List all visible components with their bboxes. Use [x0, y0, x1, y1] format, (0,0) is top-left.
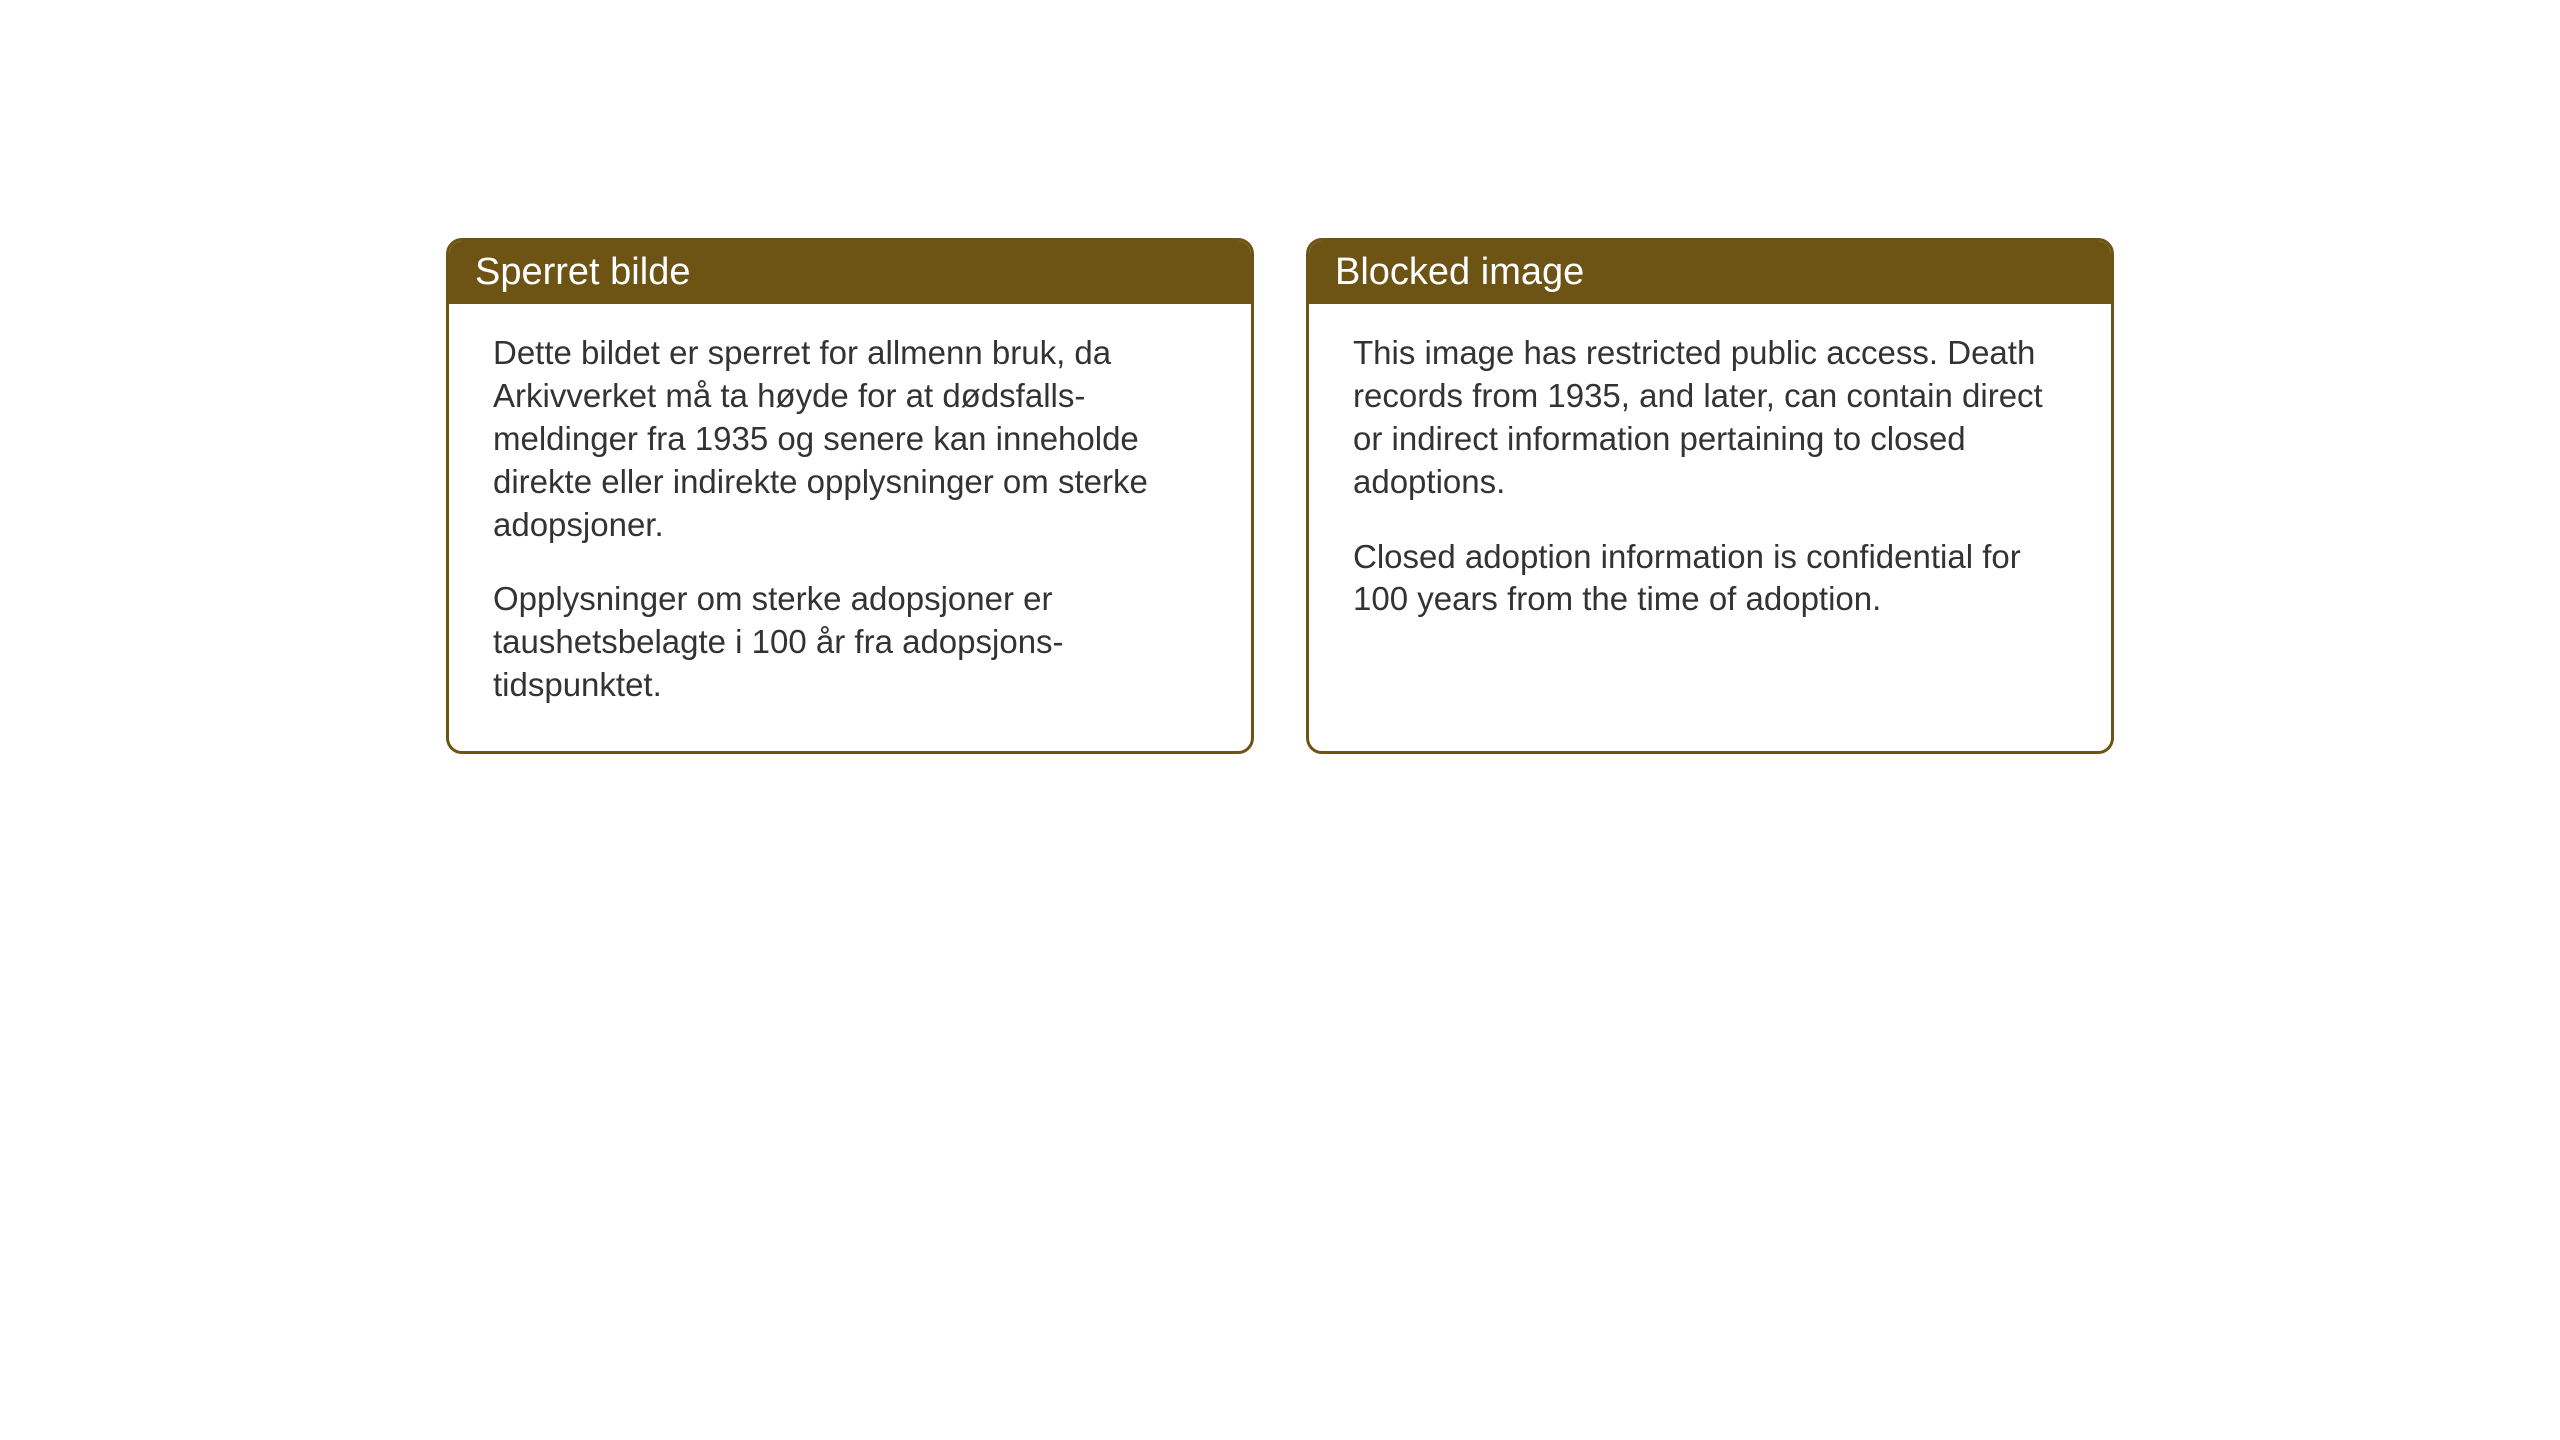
notice-box-english: Blocked image This image has restricted …: [1306, 238, 2114, 754]
notice-header-english: Blocked image: [1309, 241, 2111, 304]
notice-container: Sperret bilde Dette bildet er sperret fo…: [446, 238, 2114, 754]
notice-paragraph: Dette bildet er sperret for allmenn bruk…: [493, 332, 1207, 546]
notice-body-norwegian: Dette bildet er sperret for allmenn bruk…: [449, 304, 1251, 751]
notice-box-norwegian: Sperret bilde Dette bildet er sperret fo…: [446, 238, 1254, 754]
notice-body-english: This image has restricted public access.…: [1309, 304, 2111, 665]
notice-paragraph: This image has restricted public access.…: [1353, 332, 2067, 504]
notice-header-norwegian: Sperret bilde: [449, 241, 1251, 304]
notice-paragraph: Closed adoption information is confident…: [1353, 536, 2067, 622]
notice-paragraph: Opplysninger om sterke adopsjoner er tau…: [493, 578, 1207, 707]
